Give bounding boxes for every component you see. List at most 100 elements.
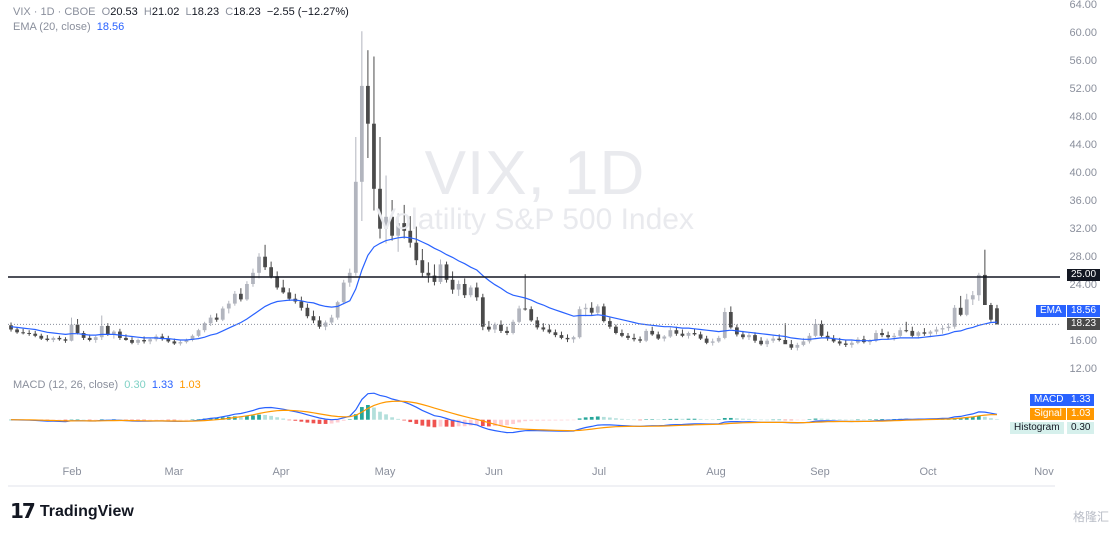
macd-histogram-bar bbox=[698, 418, 703, 420]
candle-body bbox=[589, 307, 594, 313]
macd-histogram-bar bbox=[620, 418, 624, 420]
macd-histogram-bar bbox=[505, 419, 509, 426]
tradingview-logo[interactable]: 𝟭𝟳 TradingView bbox=[10, 499, 134, 524]
macd-histogram-bar bbox=[366, 404, 370, 420]
candle-body bbox=[741, 334, 745, 338]
macd-histogram-bar bbox=[976, 415, 981, 420]
candle-body bbox=[583, 307, 588, 310]
macd-histogram-bar bbox=[499, 419, 503, 426]
candle-body bbox=[493, 324, 497, 330]
candle-body bbox=[753, 335, 757, 341]
macd-histogram-bar bbox=[886, 419, 890, 420]
candle-body bbox=[801, 341, 806, 345]
candle-body bbox=[614, 326, 618, 333]
candle-body bbox=[964, 299, 969, 315]
macd-histogram-bar bbox=[837, 419, 842, 420]
macd-histogram-bar bbox=[704, 419, 709, 420]
macd-histogram-bar bbox=[166, 419, 171, 421]
candle-body bbox=[674, 330, 679, 334]
candle-body bbox=[535, 320, 540, 328]
y-tick-label: 40.00 bbox=[1069, 167, 1097, 179]
candle-body bbox=[93, 337, 98, 340]
macd-histogram-bar bbox=[178, 419, 183, 421]
candle-body bbox=[607, 321, 612, 327]
candle-body bbox=[27, 333, 32, 334]
candle-body bbox=[178, 342, 183, 344]
macd-histogram-bar bbox=[632, 419, 636, 421]
x-tick-label: Jun bbox=[485, 466, 503, 478]
macd-histogram-bar bbox=[63, 419, 68, 421]
candle-body bbox=[15, 329, 19, 333]
candle-body bbox=[668, 330, 673, 337]
candle-body bbox=[366, 85, 370, 124]
candle-body bbox=[511, 321, 515, 333]
macd-histogram-bar bbox=[843, 419, 848, 421]
ema-price-tag: 18.56 bbox=[1067, 305, 1101, 317]
macd-histogram-bar bbox=[583, 417, 588, 420]
candle-body bbox=[432, 275, 437, 282]
x-tick-label: Feb bbox=[63, 466, 82, 478]
macd-histogram-bar bbox=[184, 419, 189, 421]
macd-histogram-bar bbox=[547, 419, 552, 421]
macd-histogram-bar bbox=[444, 419, 449, 427]
macd-histogram-bar bbox=[493, 419, 497, 427]
macd-histogram-bar bbox=[831, 419, 836, 420]
macd-histogram-bar bbox=[420, 419, 425, 426]
candle-body bbox=[444, 264, 449, 280]
candle-body bbox=[759, 340, 763, 345]
histogram-name-tag: Histogram bbox=[1010, 422, 1064, 434]
macd-histogram-bar bbox=[880, 419, 884, 420]
candle-body bbox=[329, 317, 334, 323]
macd-histogram-bar bbox=[710, 419, 715, 420]
macd-histogram-bar bbox=[390, 417, 394, 420]
candle-body bbox=[214, 317, 219, 320]
macd-histogram-bar bbox=[716, 419, 721, 420]
candle-body bbox=[505, 330, 509, 333]
legend-macd: MACD (12, 26, close) 0.30 1.33 1.03 bbox=[13, 379, 201, 391]
candle-body bbox=[892, 335, 897, 338]
macd-histogram-bar bbox=[765, 419, 769, 421]
y-tick-label: 64.00 bbox=[1069, 0, 1097, 11]
macd-histogram-bar bbox=[892, 419, 897, 420]
macd-histogram-bar bbox=[862, 419, 866, 421]
macd-histogram-bar bbox=[964, 417, 969, 420]
candlestick-series bbox=[9, 31, 999, 351]
x-tick-label: Sep bbox=[810, 466, 830, 478]
candle-body bbox=[474, 287, 479, 298]
watermark-description: Volatility S&P 500 Index bbox=[376, 203, 694, 236]
candle-body bbox=[970, 295, 975, 300]
macd-histogram-bar bbox=[686, 418, 691, 420]
x-tick-label: Mar bbox=[165, 466, 184, 478]
candle-body bbox=[487, 326, 491, 330]
candle-body bbox=[868, 340, 872, 343]
x-tick-label: May bbox=[375, 466, 396, 478]
macd-histogram-bar bbox=[148, 419, 153, 421]
macd-histogram-bar bbox=[777, 419, 782, 421]
candle-body bbox=[747, 335, 751, 338]
candle-body bbox=[305, 307, 310, 317]
macd-histogram-bar bbox=[99, 419, 104, 420]
signal-value: 1.03 bbox=[179, 379, 201, 391]
candle-body bbox=[51, 337, 56, 340]
macd-histogram-bar bbox=[214, 417, 219, 420]
y-tick-label: 60.00 bbox=[1069, 27, 1097, 39]
candle-body bbox=[275, 276, 280, 288]
macd-histogram-bar bbox=[753, 419, 757, 420]
ema-label[interactable]: EMA (20, close) bbox=[13, 21, 91, 33]
macd-histogram-bar bbox=[759, 419, 763, 421]
macd-histogram-bar bbox=[595, 416, 600, 420]
candle-body bbox=[825, 335, 830, 339]
macd-label[interactable]: MACD (12, 26, close) bbox=[13, 379, 119, 391]
candle-body bbox=[456, 284, 461, 290]
macd-histogram-bar bbox=[650, 419, 655, 420]
macd-histogram-bar bbox=[130, 419, 134, 421]
tradingview-logo-text: TradingView bbox=[39, 502, 134, 520]
macd-histogram-bar bbox=[958, 417, 963, 420]
candle-body bbox=[239, 293, 243, 300]
corner-watermark-logo: 格隆汇 bbox=[1072, 510, 1109, 524]
macd-histogram-bar bbox=[323, 419, 328, 424]
candle-body bbox=[287, 292, 292, 299]
candle-body bbox=[886, 335, 890, 338]
symbol-label[interactable]: VIX · 1D · CBOE bbox=[13, 6, 96, 18]
